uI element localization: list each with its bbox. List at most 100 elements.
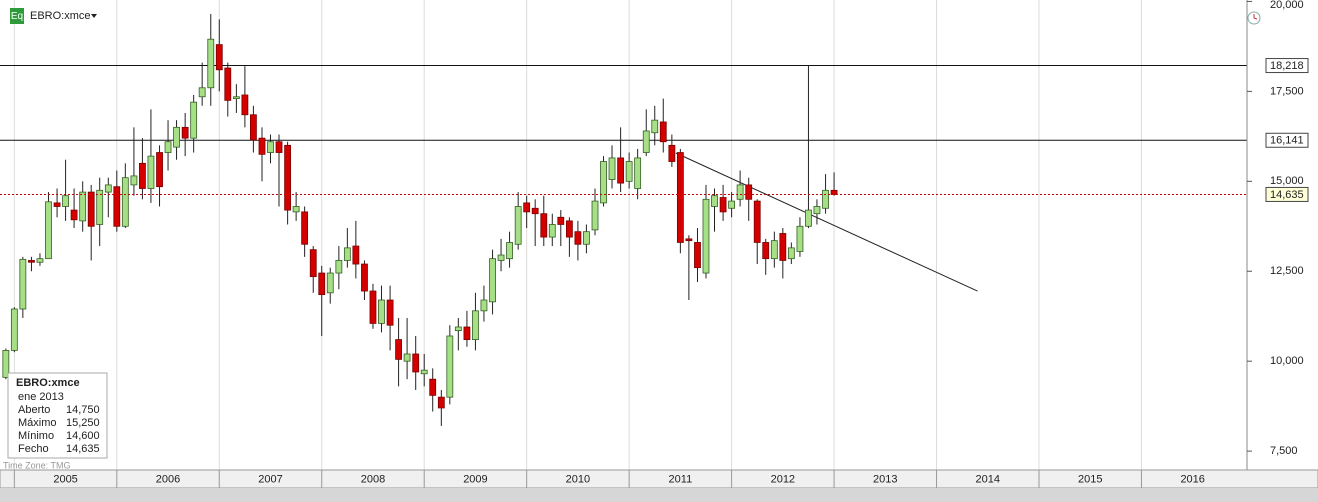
x-tick-label: 2005 bbox=[53, 473, 77, 485]
x-tick-label: 2014 bbox=[976, 473, 1000, 485]
candle-body bbox=[292, 206, 300, 213]
info-title: EBRO:xmce bbox=[16, 377, 80, 389]
x-tick-label: 2010 bbox=[566, 473, 590, 485]
candle-body bbox=[62, 195, 69, 207]
x-tick-label: 2007 bbox=[258, 473, 282, 485]
candle-body bbox=[437, 396, 445, 409]
candle-body bbox=[241, 94, 249, 116]
candle-body bbox=[113, 186, 121, 227]
candle-body bbox=[497, 254, 505, 261]
candle-body bbox=[147, 155, 155, 189]
candle-body bbox=[531, 207, 539, 215]
candle-body bbox=[736, 184, 744, 200]
candle-body bbox=[591, 200, 599, 231]
candle-body bbox=[249, 114, 257, 141]
x-tick-label: 2011 bbox=[669, 473, 693, 485]
candle-body bbox=[335, 260, 343, 274]
candle-body bbox=[659, 121, 667, 143]
candle-body bbox=[608, 157, 616, 180]
candle-body bbox=[70, 209, 78, 221]
info-value: 14,750 bbox=[66, 404, 100, 416]
candle-body bbox=[361, 263, 368, 292]
info-label: Máximo bbox=[18, 417, 57, 429]
candle-body bbox=[309, 249, 317, 278]
candle-body bbox=[403, 353, 411, 362]
overlay: 2005 2006 2007 2008 2009 2010 2011 2012 2013 2014… bbox=[13, 0, 1309, 488]
candle-body bbox=[805, 209, 812, 227]
candle-body bbox=[472, 310, 479, 340]
candle-body bbox=[10, 308, 18, 351]
candle-body bbox=[745, 184, 753, 200]
y-axis-panel bbox=[1247, 0, 1318, 470]
candle-body bbox=[822, 189, 829, 209]
candle-body bbox=[28, 260, 35, 263]
candle-body bbox=[728, 200, 736, 209]
x-tick-label: 2006 bbox=[156, 473, 180, 485]
info-panel bbox=[7, 372, 108, 459]
candle-body bbox=[770, 240, 778, 260]
candle-body bbox=[711, 195, 718, 207]
candle-body bbox=[617, 157, 625, 184]
level-label: 18,218 bbox=[1270, 60, 1304, 72]
level-label: 16,141 bbox=[1270, 135, 1304, 147]
candle-body bbox=[574, 231, 582, 245]
candle-body bbox=[215, 44, 223, 71]
candle-body bbox=[753, 200, 761, 243]
symbol[interactable]: EBRO:xmce bbox=[30, 10, 91, 22]
candle-body bbox=[36, 258, 44, 263]
candle-body bbox=[676, 152, 684, 243]
candle-body bbox=[232, 96, 240, 99]
candle-body bbox=[540, 213, 548, 238]
info-date: ene 2013 bbox=[18, 391, 64, 403]
candle-body bbox=[53, 202, 61, 207]
last-price-box bbox=[1265, 186, 1309, 202]
candle-body bbox=[301, 211, 309, 245]
candle-body bbox=[446, 335, 454, 398]
candle-body bbox=[796, 225, 804, 252]
candle-body bbox=[830, 189, 838, 195]
candle-body bbox=[79, 191, 87, 222]
symbol-icon-text: Eq bbox=[11, 11, 23, 22]
candle-body bbox=[463, 326, 471, 340]
candle-body bbox=[719, 197, 727, 213]
info-value: 14,600 bbox=[66, 430, 100, 442]
level-label-box bbox=[1265, 58, 1309, 74]
symbol-dropdown[interactable] bbox=[91, 14, 97, 18]
x-tick-label: 2008 bbox=[361, 473, 385, 485]
trendline bbox=[675, 152, 978, 292]
candle-body bbox=[352, 245, 360, 265]
candle-body bbox=[557, 216, 565, 225]
candle-body bbox=[121, 177, 129, 227]
scroll-strip bbox=[0, 488, 1318, 502]
clock-hand bbox=[1253, 14, 1258, 20]
candle-body bbox=[813, 206, 821, 215]
candle-body bbox=[207, 38, 215, 89]
candle-body bbox=[412, 353, 420, 373]
candle-body bbox=[506, 242, 513, 260]
candle-body bbox=[694, 242, 701, 269]
candle-body bbox=[480, 299, 488, 312]
candle-body bbox=[762, 242, 770, 260]
candle-body bbox=[685, 238, 693, 242]
time-zone: Time Zone: TMG bbox=[3, 460, 71, 470]
candle-body bbox=[156, 152, 163, 188]
candle-body bbox=[181, 126, 189, 139]
candle-body bbox=[489, 258, 496, 303]
candle-body bbox=[429, 378, 437, 396]
candle-body bbox=[702, 198, 710, 274]
y-tick-label: 20,000 bbox=[1270, 0, 1304, 11]
x-tick-label: 2012 bbox=[771, 473, 795, 485]
candle-body bbox=[787, 247, 795, 260]
candle-body bbox=[343, 247, 351, 261]
candle-body bbox=[369, 290, 377, 324]
candle-body bbox=[87, 191, 95, 227]
candle-body bbox=[19, 258, 27, 310]
candle-body bbox=[164, 141, 172, 153]
candle-body bbox=[565, 220, 573, 238]
y-tick-label: 7,500 bbox=[1270, 445, 1298, 457]
candle-body bbox=[634, 157, 642, 189]
info-label: Aberto bbox=[18, 404, 50, 416]
candle-body bbox=[779, 233, 787, 261]
